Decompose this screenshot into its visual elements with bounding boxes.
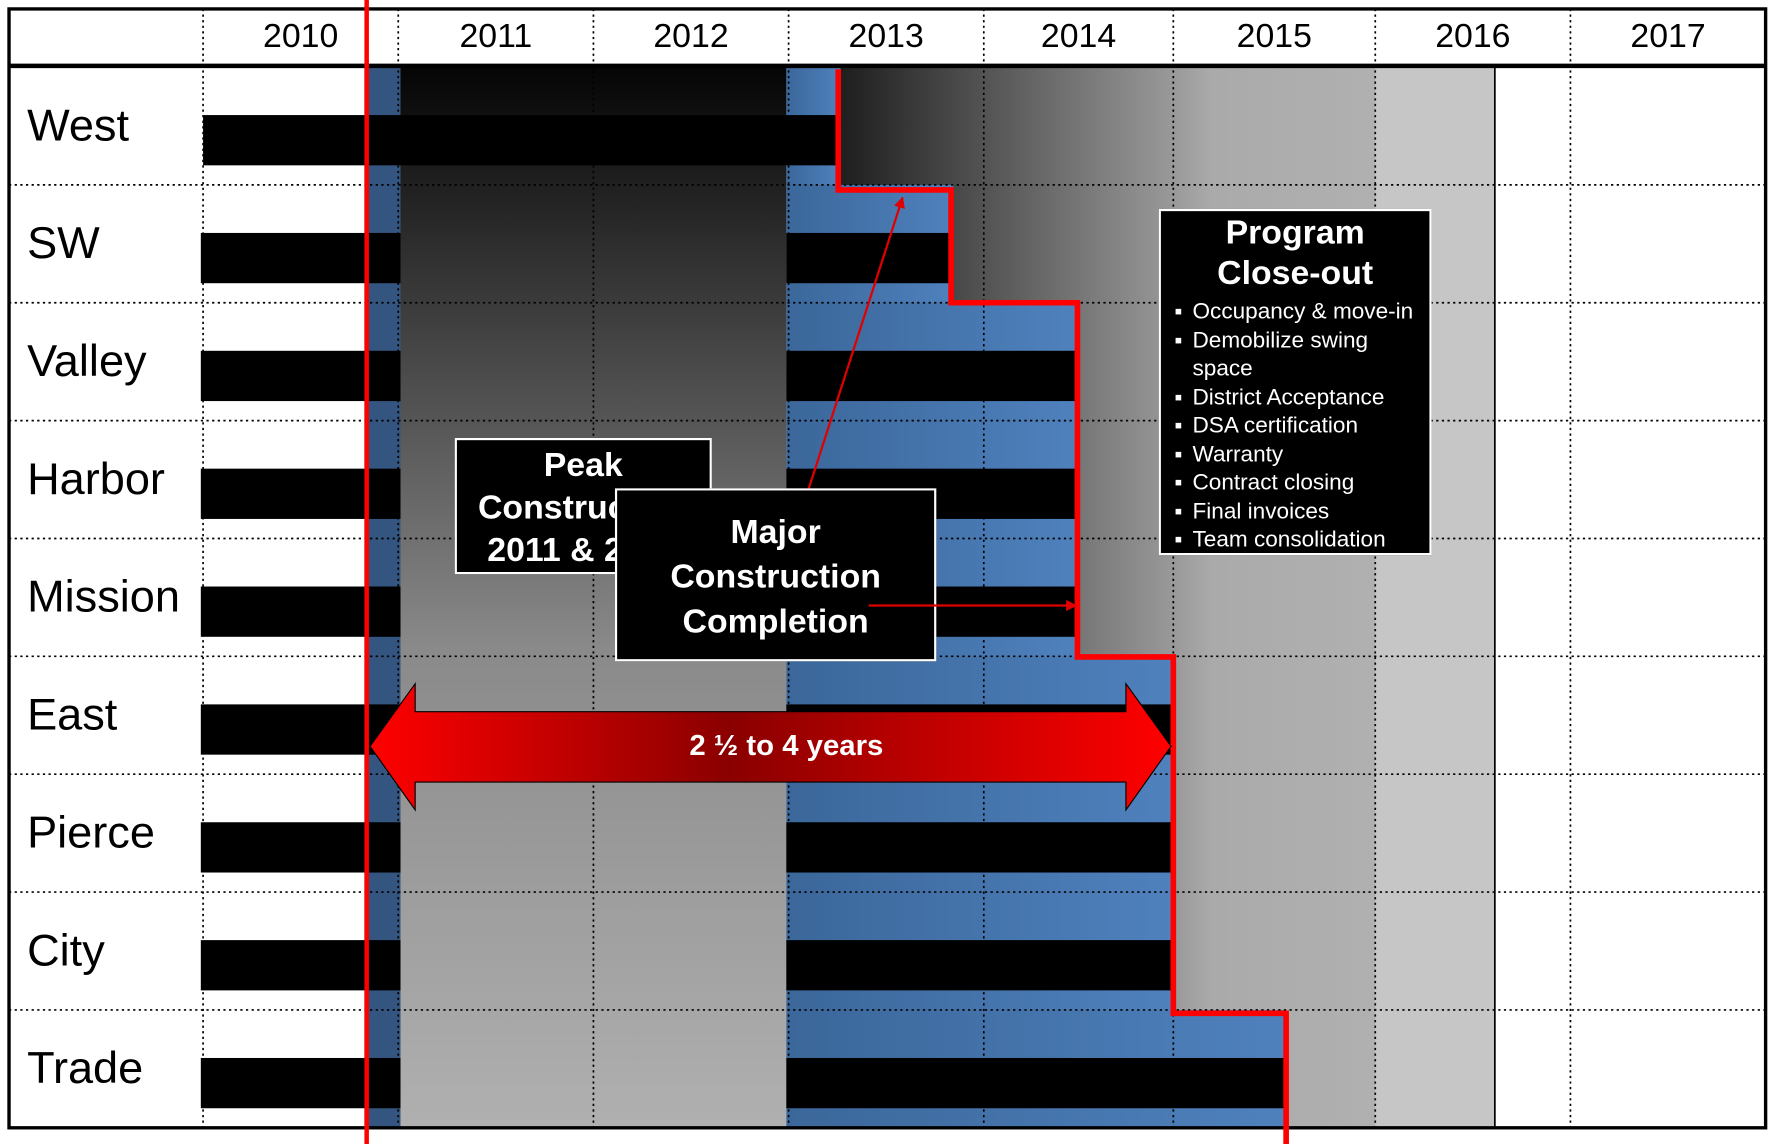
bar [200,822,401,873]
closeout-item: DSA certification [1174,412,1429,440]
year-label: 2010 [263,18,338,55]
year-label: 2015 [1237,18,1312,55]
pointer-arrow [806,196,905,492]
row-label: City [27,925,105,976]
closeout-item: Demobilize swing space [1174,327,1429,384]
foreground: West SW Valley Harbor Mission East Pierce City T… [9,0,1766,1144]
year-label: 2014 [1041,18,1116,55]
major-text: Major Construction Completion [670,513,881,641]
bar [203,115,838,166]
closeout-item: District Acceptance [1174,384,1429,412]
duration-label: 2 ½ to 4 years [689,730,883,762]
year-label: 2013 [849,18,924,55]
closeout-item: Team consolidation [1174,526,1429,554]
bar [786,940,1172,991]
row-label: Trade [27,1042,143,1093]
major-box-body: Major Construction Completion [614,488,937,662]
row-label: West [27,99,129,150]
closeout-box: Program Close-outOccupancy & move-inDemo… [1159,209,1432,555]
row-label: Valley [27,335,147,386]
closeout-item: Contract closing [1174,469,1429,497]
year-label: 2011 [459,18,532,55]
bar [786,232,952,284]
year-label: 2017 [1630,18,1705,55]
closeout-title: Program Close-out [1217,214,1374,292]
major-box: Major Construction Completion [614,488,937,662]
bar [200,468,401,519]
row-label: Harbor [27,453,165,504]
closeout-list: Occupancy & move-inDemobilize swing spac… [1161,298,1430,554]
year-label: 2012 [653,18,728,55]
year-label: 2016 [1435,18,1510,55]
row-label: Mission [27,571,180,622]
closeout-item: Occupancy & move-in [1174,298,1429,326]
bar [200,940,401,991]
bar [200,350,401,402]
row-label: Pierce [27,807,155,858]
bar [200,1057,401,1109]
row-label: East [27,689,118,740]
row-label: SW [27,217,100,268]
bar [786,1057,1284,1109]
frame [7,7,1768,1130]
bar [786,350,1076,402]
closeout-item: Final invoices [1174,498,1429,526]
bar [786,822,1172,873]
duration-arrow [369,681,1172,812]
closeout-item: Warranty [1174,441,1429,469]
completion-line [835,69,1289,1144]
closeout-box-body: Program Close-outOccupancy & move-inDemo… [1158,208,1432,556]
bar [200,586,401,637]
bar [200,232,401,284]
